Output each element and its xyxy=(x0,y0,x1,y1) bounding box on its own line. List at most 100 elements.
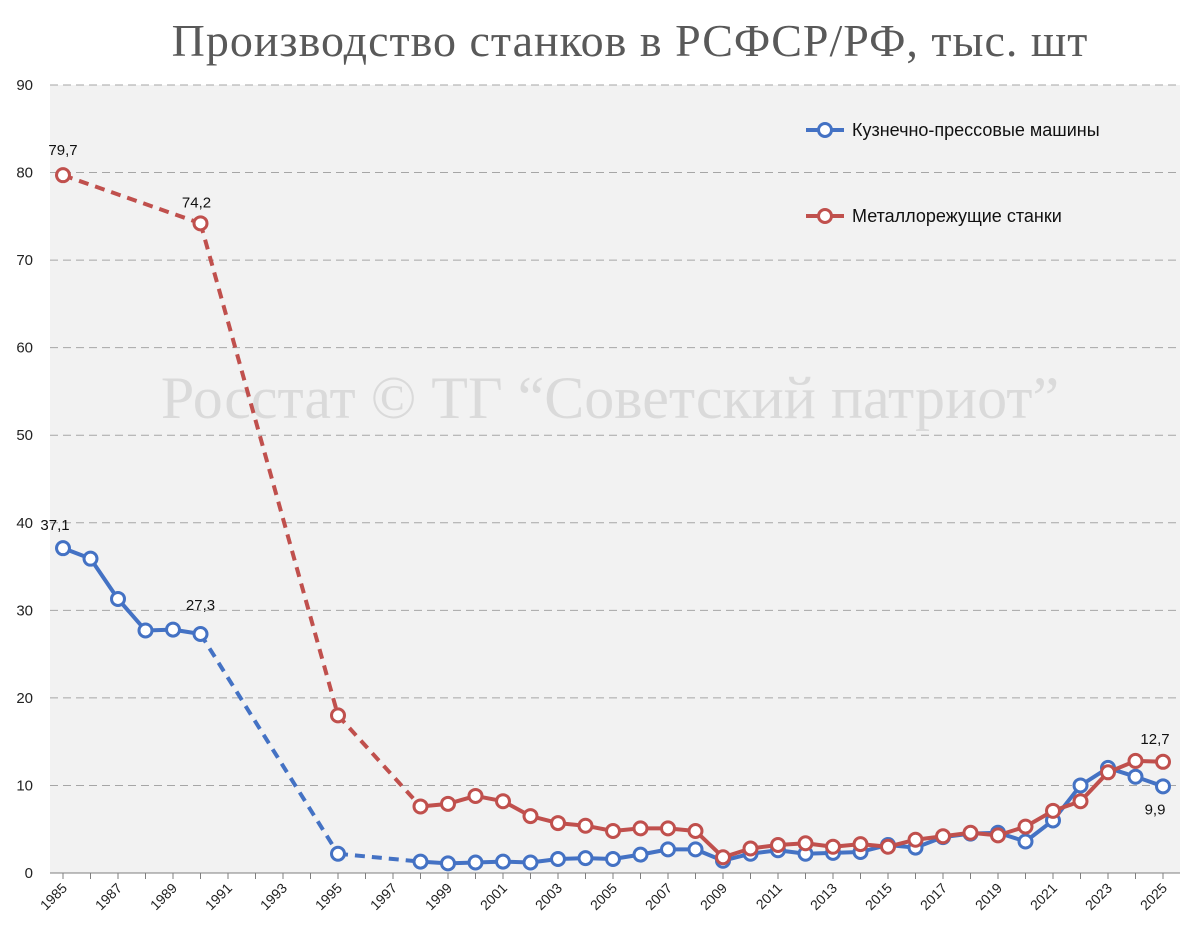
y-tick-label: 20 xyxy=(16,690,33,707)
data-point xyxy=(330,845,346,862)
data-point xyxy=(330,707,346,724)
data-point xyxy=(412,853,429,870)
series-segment-gap xyxy=(62,173,202,226)
data-point xyxy=(82,550,99,567)
x-tick-label: 1993 xyxy=(257,880,290,913)
data-point xyxy=(1045,802,1061,819)
data-point xyxy=(605,850,621,867)
x-tick-label: 2003 xyxy=(532,880,565,913)
y-tick-label: 0 xyxy=(25,865,33,882)
watermark: Росстат © ТГ “Советский патриот” xyxy=(161,365,1059,431)
y-tick-label: 60 xyxy=(16,340,33,357)
x-tick-label: 2013 xyxy=(807,880,840,913)
data-point xyxy=(467,854,484,871)
data-point xyxy=(1127,752,1144,769)
data-point xyxy=(632,820,649,837)
series-segment xyxy=(88,556,120,601)
x-axis: 1985 1987 1989 1991 1993 1995 1997 1999 2001 2003… xyxy=(37,872,1180,913)
legend-label: Кузнечно-прессовые машины xyxy=(852,120,1100,140)
series-segment-gap xyxy=(337,851,421,864)
data-point xyxy=(1017,818,1034,835)
data-point xyxy=(907,831,924,848)
series-segment-gap xyxy=(336,714,422,808)
x-tick-label: 2017 xyxy=(917,880,950,913)
data-point xyxy=(715,849,731,866)
data-point xyxy=(495,853,511,870)
data-point xyxy=(522,808,539,825)
legend-item: Кузнечно-прессовые машины xyxy=(806,120,1100,140)
data-point xyxy=(192,625,209,642)
series-2: 79,7 74,2 12,7 xyxy=(48,142,1171,866)
data-point xyxy=(1072,777,1089,794)
legend-swatch-marker xyxy=(817,122,833,138)
data-point xyxy=(440,795,456,812)
y-axis: 0 10 20 30 40 50 60 70 80 90 xyxy=(16,77,33,882)
data-point xyxy=(1155,778,1171,795)
data-point xyxy=(880,838,896,855)
data-point xyxy=(412,798,429,815)
legend-item: Металлорежущие станки xyxy=(806,206,1062,226)
data-point xyxy=(687,822,704,839)
data-label: 9,9 xyxy=(1145,801,1166,818)
data-point xyxy=(577,817,594,834)
data-point xyxy=(440,855,456,872)
data-point xyxy=(660,841,676,858)
data-point xyxy=(1127,768,1144,785)
x-tick-label: 1989 xyxy=(147,880,180,913)
data-point xyxy=(852,836,869,853)
y-tick-label: 30 xyxy=(16,602,33,619)
grid xyxy=(50,84,1180,786)
chart-title: Производство станков в РСФСР/РФ, тыс. шт xyxy=(171,15,1089,66)
data-point xyxy=(522,854,539,871)
x-tick-label: 2021 xyxy=(1027,880,1060,913)
series-layer: 37,1 27,3 9,9 79,7 74,2 12,7 xyxy=(40,142,1171,872)
x-tick-label: 2001 xyxy=(477,880,510,913)
x-tick-label: 2011 xyxy=(753,880,786,913)
y-tick-label: 10 xyxy=(16,777,33,794)
y-tick-label: 50 xyxy=(16,427,33,444)
data-point xyxy=(935,828,951,845)
x-tick-label: 2007 xyxy=(642,880,675,913)
data-point xyxy=(825,838,841,855)
y-tick-label: 80 xyxy=(16,165,33,182)
data-point xyxy=(55,167,71,184)
x-tick-label: 1987 xyxy=(92,880,125,913)
x-tick-label: 2023 xyxy=(1082,880,1115,913)
data-point xyxy=(742,840,759,857)
data-point xyxy=(660,820,676,837)
data-point xyxy=(495,793,511,810)
data-point xyxy=(962,824,979,841)
data-point xyxy=(605,822,621,839)
legend-label: Металлорежущие станки xyxy=(852,206,1062,226)
data-point xyxy=(137,622,154,639)
data-point xyxy=(1155,753,1171,770)
data-label: 12,7 xyxy=(1140,731,1169,748)
data-point xyxy=(550,850,566,867)
data-point xyxy=(165,621,181,638)
data-point xyxy=(55,540,71,557)
plot-area xyxy=(50,85,1180,873)
legend: Кузнечно-прессовые машины Металлорежущие … xyxy=(806,120,1100,226)
data-point xyxy=(1100,764,1116,781)
x-tick-label: 2019 xyxy=(972,880,1005,913)
data-point xyxy=(577,850,594,867)
data-point xyxy=(467,787,484,804)
data-point xyxy=(1017,833,1034,850)
data-point xyxy=(192,215,209,232)
data-point xyxy=(1072,793,1089,810)
series-segment-gap xyxy=(198,222,340,716)
x-tick-label: 2005 xyxy=(587,880,620,913)
x-tick-label: 1991 xyxy=(202,880,235,913)
legend-swatch-marker xyxy=(817,208,833,224)
data-label: 74,2 xyxy=(182,194,211,211)
x-tick-label: 1999 xyxy=(422,880,455,913)
data-point xyxy=(110,590,126,607)
x-tick-label: 1985 xyxy=(37,880,70,913)
x-tick-label: 1997 xyxy=(367,880,400,913)
x-tick-label: 2015 xyxy=(862,880,895,913)
data-point xyxy=(632,846,649,863)
data-point xyxy=(770,836,786,853)
data-point xyxy=(797,835,814,852)
data-point xyxy=(687,841,704,858)
